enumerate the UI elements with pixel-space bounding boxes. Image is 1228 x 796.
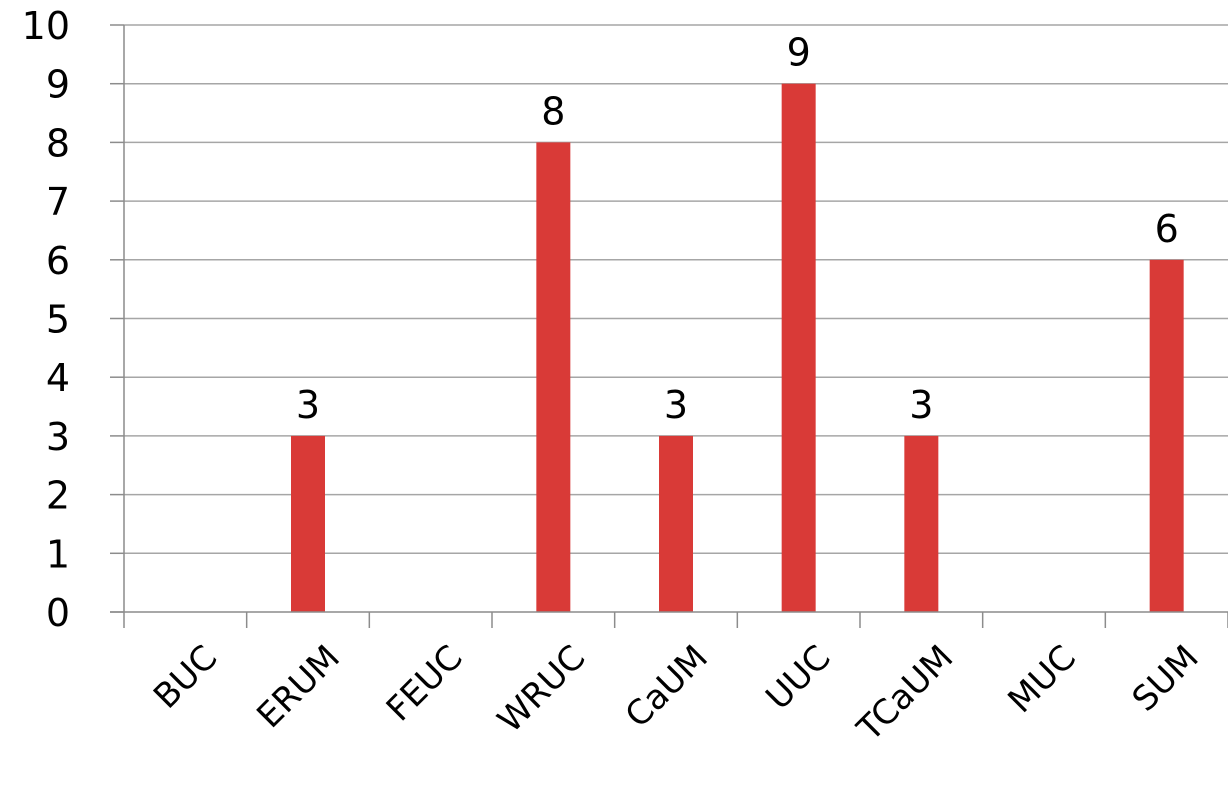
- bar-sum: [1149, 259, 1184, 612]
- y-tick-label: 6: [46, 239, 70, 283]
- axes: [110, 24, 1228, 628]
- y-tick-label: 8: [46, 121, 70, 165]
- y-tick-label: 5: [46, 298, 70, 342]
- data-label-wruc: 8: [541, 89, 565, 133]
- data-label-uuc: 9: [787, 31, 811, 75]
- x-tick-label-wruc: WRUC: [490, 638, 593, 741]
- x-tick-label-sum: SUM: [1125, 638, 1207, 720]
- data-label-caum: 3: [664, 383, 688, 427]
- y-tick-label: 4: [46, 356, 70, 400]
- bar-wruc: [536, 142, 571, 612]
- bar-uuc: [781, 83, 816, 612]
- data-label-tcaum: 3: [909, 383, 933, 427]
- y-tick-label: 9: [46, 63, 70, 107]
- x-tick-label-tcaum: TCaUM: [849, 638, 961, 750]
- x-tick-labels: BUC ERUM FEUC WRUC CaUM UUC TCaUM MUC SUM: [146, 638, 1206, 750]
- bar-erum: [291, 435, 325, 612]
- x-tick-label-caum: CaUM: [618, 638, 716, 736]
- data-label-sum: 6: [1155, 207, 1179, 251]
- y-tick-labels: 0 1 2 3 4 5 6 7 8 9 10: [22, 4, 70, 635]
- x-tick-label-muc: MUC: [1000, 638, 1083, 721]
- x-tick-label-feuc: FEUC: [379, 638, 471, 730]
- data-labels: 3 8 3 9 3 6: [296, 31, 1179, 427]
- bar-caum: [659, 435, 693, 612]
- bars: [291, 83, 1184, 612]
- y-tick-label: 2: [46, 474, 70, 518]
- x-tick-label-buc: BUC: [146, 638, 225, 717]
- y-tick-label: 0: [46, 591, 70, 635]
- x-tick-label-erum: ERUM: [249, 638, 348, 737]
- bar-tcaum: [904, 435, 939, 612]
- y-tick-label: 1: [46, 532, 70, 576]
- x-tick-label-uuc: UUC: [758, 638, 838, 718]
- data-label-erum: 3: [296, 383, 320, 427]
- y-tick-label: 10: [22, 4, 70, 48]
- y-tick-label: 7: [46, 180, 70, 224]
- y-tick-label: 3: [46, 415, 70, 459]
